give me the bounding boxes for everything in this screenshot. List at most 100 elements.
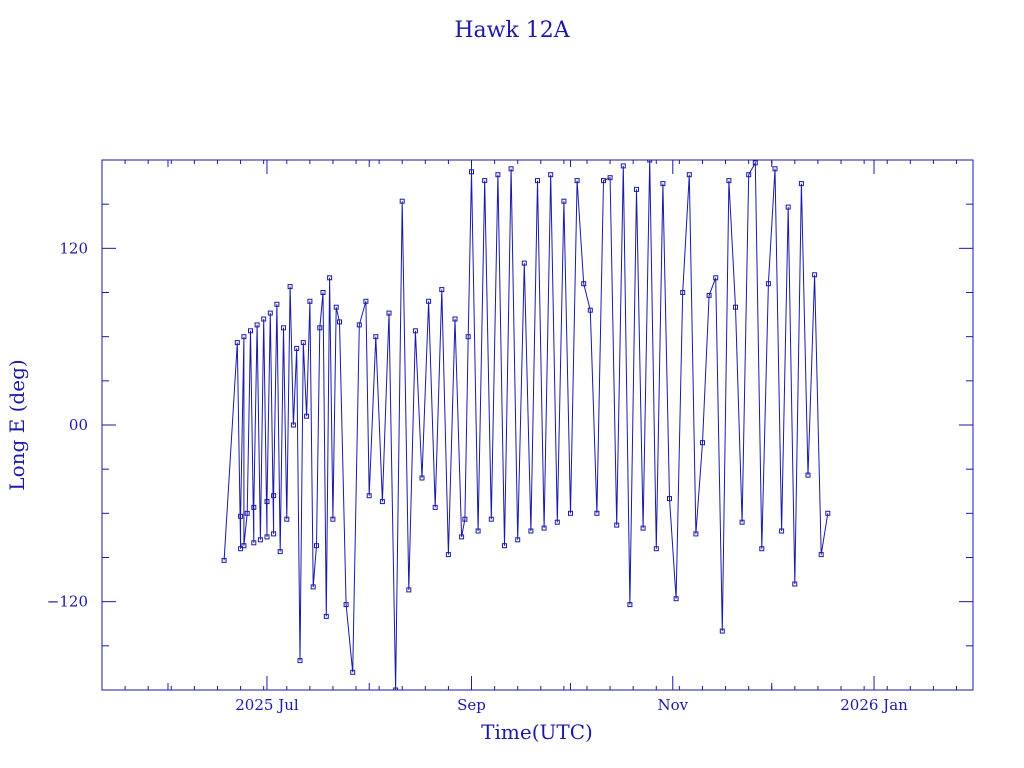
data-point: [304, 413, 310, 419]
data-point: [261, 316, 267, 322]
data-point: [693, 531, 699, 537]
data-point: [271, 493, 277, 499]
x-tick-label: 2025 Jul: [235, 696, 299, 714]
data-point: [614, 522, 620, 528]
data-point: [406, 587, 412, 593]
data-point: [234, 340, 240, 346]
data-point: [462, 516, 468, 522]
data-point: [221, 557, 227, 563]
data-point: [373, 334, 379, 340]
data-point: [581, 281, 587, 287]
data-point: [310, 584, 316, 590]
y-tick-label: −120: [47, 593, 88, 611]
data-point: [515, 537, 521, 543]
data-point: [634, 186, 639, 192]
data-point: [366, 493, 372, 499]
data-point: [271, 531, 277, 537]
x-tick-label: Sep: [457, 696, 486, 714]
data-point: [333, 304, 339, 310]
data-point: [356, 322, 362, 328]
data-point: [752, 160, 758, 166]
data-point: [673, 596, 679, 602]
data-point: [238, 546, 244, 552]
plot-area: [221, 160, 831, 690]
data-point: [297, 658, 303, 664]
data-point: [574, 178, 580, 184]
data-point: [300, 340, 306, 346]
data-point: [393, 687, 399, 690]
data-point: [257, 537, 263, 543]
data-point: [274, 301, 280, 307]
data-point: [379, 499, 385, 505]
data-point: [535, 178, 540, 184]
series-line: [223, 160, 829, 690]
data-point: [528, 528, 534, 534]
data-point: [445, 552, 451, 558]
data-point: [337, 319, 342, 325]
data-point: [680, 290, 686, 295]
x-axis-ticks: 2025 Jul Sep Nov 2026 Jan: [124, 160, 958, 714]
data-point: [653, 546, 659, 552]
data-point: [254, 322, 260, 328]
y-tick-label: 120: [59, 239, 88, 257]
data-point: [343, 602, 349, 608]
data-point: [713, 275, 719, 281]
data-point: [587, 307, 593, 313]
data-point: [508, 166, 514, 172]
data-point: [294, 345, 300, 351]
data-point: [746, 172, 752, 178]
data-point: [287, 284, 293, 290]
data-point: [419, 475, 425, 481]
data-point: [733, 304, 738, 310]
data-point: [818, 552, 824, 558]
data-point: [541, 525, 547, 531]
data-point: [459, 534, 465, 540]
data-point: [548, 172, 554, 178]
data-point: [785, 204, 791, 210]
data-point: [317, 325, 323, 331]
data-point: [502, 543, 507, 549]
data-point: [475, 528, 481, 534]
y-tick-label: 00: [69, 416, 88, 434]
data-point: [238, 513, 244, 519]
data-point: [241, 543, 247, 549]
data-point: [320, 290, 326, 295]
data-point: [739, 519, 745, 525]
data-point: [465, 334, 471, 340]
data-point: [700, 440, 705, 446]
data-point: [772, 166, 778, 172]
data-point: [323, 613, 329, 619]
chart-title: Hawk 12A: [454, 18, 570, 43]
data-point: [264, 499, 270, 505]
data-point: [706, 292, 712, 298]
data-point: [765, 281, 771, 287]
data-point: [667, 496, 672, 502]
data-point: [241, 334, 247, 340]
data-point: [432, 504, 438, 510]
data-point: [759, 546, 765, 552]
data-point: [779, 528, 785, 534]
data-point: [469, 169, 474, 175]
data-point: [726, 178, 732, 184]
data-point: [307, 298, 313, 304]
data-point: [805, 472, 811, 478]
data-point: [561, 198, 567, 204]
data-point: [399, 198, 405, 204]
data-point: [267, 310, 273, 316]
x-tick-label: Nov: [657, 696, 688, 714]
data-point: [521, 260, 527, 266]
data-point: [488, 516, 494, 522]
data-point: [248, 328, 253, 334]
data-point: [686, 172, 692, 178]
data-point: [350, 669, 356, 675]
data-point: [812, 272, 818, 278]
data-point: [627, 602, 633, 608]
data-point: [594, 510, 600, 516]
data-point: [640, 525, 646, 531]
y-axis-label: Long E (deg): [5, 359, 29, 490]
data-point: [251, 540, 257, 546]
data-point: [601, 178, 606, 184]
data-point: [482, 178, 488, 184]
data-point: [277, 549, 283, 555]
